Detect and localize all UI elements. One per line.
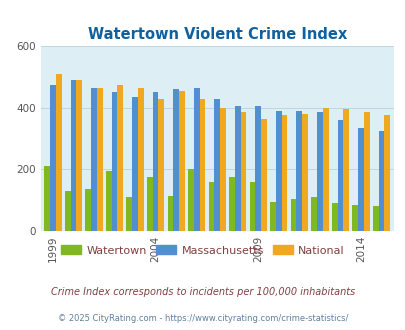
- Legend: Watertown, Massachusetts, National: Watertown, Massachusetts, National: [57, 241, 348, 260]
- Bar: [138, 88, 143, 231]
- Bar: [173, 89, 179, 231]
- Bar: [117, 85, 123, 231]
- Bar: [281, 115, 287, 231]
- Bar: [384, 115, 389, 231]
- Bar: [214, 99, 220, 231]
- Text: Crime Index corresponds to incidents per 100,000 inhabitants: Crime Index corresponds to incidents per…: [51, 287, 354, 297]
- Bar: [275, 111, 281, 231]
- Bar: [50, 85, 55, 231]
- Bar: [352, 205, 357, 231]
- Bar: [76, 80, 82, 231]
- Bar: [126, 197, 132, 231]
- Bar: [147, 177, 152, 231]
- Bar: [269, 202, 275, 231]
- Bar: [55, 74, 62, 231]
- Bar: [65, 191, 70, 231]
- Bar: [260, 118, 266, 231]
- Bar: [208, 182, 214, 231]
- Bar: [311, 197, 316, 231]
- Bar: [70, 80, 76, 231]
- Bar: [179, 91, 184, 231]
- Bar: [378, 131, 384, 231]
- Bar: [322, 108, 328, 231]
- Title: Watertown Violent Crime Index: Watertown Violent Crime Index: [87, 27, 346, 42]
- Bar: [343, 109, 348, 231]
- Bar: [255, 106, 260, 231]
- Bar: [158, 99, 164, 231]
- Bar: [220, 108, 225, 231]
- Text: © 2025 CityRating.com - https://www.cityrating.com/crime-statistics/: © 2025 CityRating.com - https://www.city…: [58, 314, 347, 323]
- Bar: [316, 113, 322, 231]
- Bar: [85, 189, 91, 231]
- Bar: [111, 92, 117, 231]
- Bar: [199, 99, 205, 231]
- Bar: [97, 88, 102, 231]
- Bar: [234, 106, 240, 231]
- Bar: [91, 88, 97, 231]
- Bar: [301, 114, 307, 231]
- Bar: [337, 120, 343, 231]
- Bar: [363, 113, 369, 231]
- Bar: [44, 166, 50, 231]
- Bar: [188, 169, 193, 231]
- Bar: [240, 113, 246, 231]
- Bar: [106, 171, 111, 231]
- Bar: [167, 196, 173, 231]
- Bar: [228, 177, 234, 231]
- Bar: [357, 128, 363, 231]
- Bar: [193, 88, 199, 231]
- Bar: [296, 111, 301, 231]
- Bar: [372, 206, 378, 231]
- Bar: [132, 97, 138, 231]
- Bar: [331, 203, 337, 231]
- Bar: [290, 199, 296, 231]
- Bar: [152, 92, 158, 231]
- Bar: [249, 182, 255, 231]
